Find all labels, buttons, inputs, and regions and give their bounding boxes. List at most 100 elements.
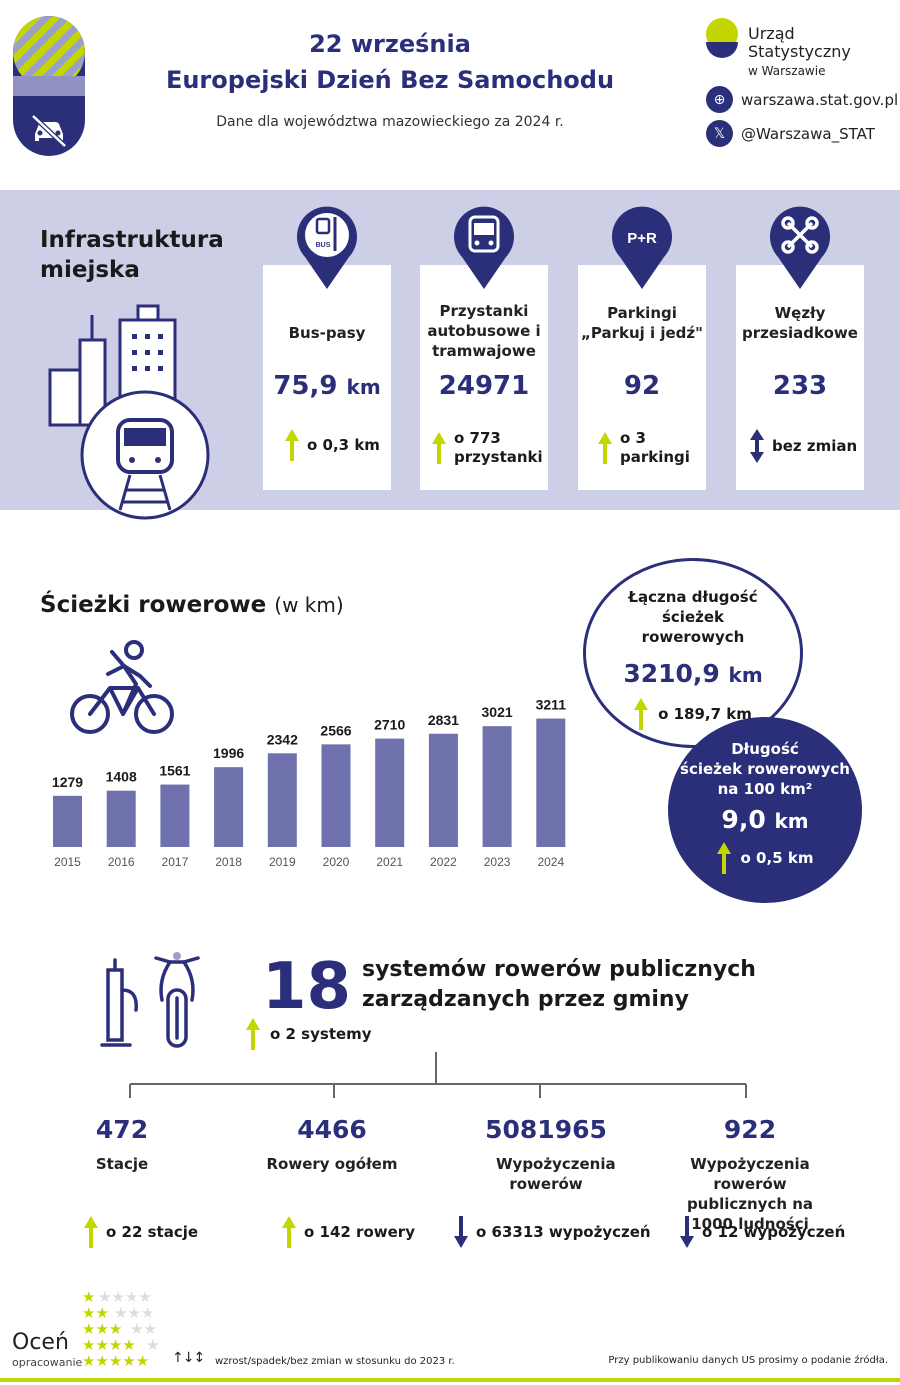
rating-stars-icon[interactable]: ★ ★★★★ ★★ ★★★ ★★★ ★★ ★★★★ ★ ★★★★★	[82, 1288, 164, 1372]
svg-text:★: ★	[146, 1336, 159, 1354]
source-note: Przy publikowaniu danych US prosimy o po…	[608, 1355, 888, 1366]
card-value: 233	[772, 371, 828, 401]
header-date: 22 września	[309, 30, 471, 58]
no-car-icon	[31, 114, 67, 148]
card-stops: Przystanki autobusowe i tramwajowe 24971…	[420, 265, 548, 490]
website-link[interactable]: ⊕ warszawa.stat.gov.pl	[706, 86, 898, 113]
rate-subtitle: opracowanie	[12, 1356, 83, 1369]
svg-text:★★★: ★★★	[114, 1304, 154, 1322]
bus-lane-pin-label: BUS	[316, 242, 331, 249]
stat-rentals: 5081965 Wypożyczenia rowerów	[485, 1115, 616, 1193]
bar-value-label: 2566	[320, 722, 351, 738]
bike-station-icon	[100, 952, 200, 1048]
total-length-circle: Łączna długość ścieżek rowerowych 3210,9…	[583, 558, 803, 748]
x-tick-label: 2023	[484, 855, 511, 869]
bar-value-label: 3211	[536, 697, 567, 713]
stat-bikes: 4466 Rowery ogółem	[266, 1115, 398, 1173]
bar-2018	[214, 767, 244, 847]
bike-title: Ścieżki rowerowe (w km)	[40, 592, 344, 618]
city-train-icon	[48, 304, 210, 520]
cyclist-icon	[70, 640, 174, 734]
hub-icon	[770, 206, 830, 289]
bar-2022	[428, 733, 458, 847]
bar-value-label: 2831	[428, 712, 459, 728]
bar-2021	[375, 738, 405, 847]
park-and-ride-pin-label: P+R	[627, 230, 657, 247]
infra-title: Infrastruktura miejska	[40, 227, 224, 283]
total-length-change: o 189,7 km	[586, 698, 800, 730]
card-label: Parkingi „Parkuj i jedź"	[581, 304, 703, 342]
svg-text:★★★★: ★★★★	[82, 1336, 136, 1354]
card-change: o 0,3 km	[285, 429, 380, 461]
card-value: 92	[623, 371, 661, 401]
public-systems-change: o 2 systemy	[246, 1018, 372, 1050]
x-tick-label: 2017	[162, 855, 189, 869]
svg-text:★★: ★★	[82, 1304, 109, 1322]
stat-rentals-per-1000-change: o 12 wypożyczeń	[680, 1216, 845, 1248]
stat-rentals-per-1000: 922 Wypożyczenia rowerów publicznych na …	[686, 1115, 814, 1233]
card-park-and-ride: Parkingi „Parkuj i jedź" 92 o 3 parkingi	[578, 265, 706, 490]
bar-2023	[482, 726, 512, 847]
page-title: Europejski Dzień Bez Samochodu	[165, 66, 615, 94]
card-bus-lanes: Bus-pasy 75,9 km o 0,3 km	[263, 265, 391, 490]
card-label: Węzły przesiadkowe	[742, 304, 858, 342]
arrow-up-icon	[285, 429, 299, 461]
x-tick-label: 2019	[269, 855, 296, 869]
card-change: o 773 przystanki	[432, 429, 548, 467]
bar-2020	[321, 744, 351, 847]
trend-legend-icon: ↑↓↕	[172, 1350, 205, 1366]
stat-rentals-change: o 63313 wypożyczeń	[454, 1216, 651, 1248]
twitter-link[interactable]: 𝕏 @Warszawa_STAT	[706, 120, 875, 147]
org-line1: Urząd Statystyczny	[748, 24, 851, 61]
org-name: Urząd Statystyczny w Warszawie	[748, 25, 900, 80]
x-tick-label: 2020	[323, 855, 350, 869]
arrow-up-icon	[634, 698, 649, 730]
public-systems-count: 18	[262, 950, 352, 1024]
globe-icon: ⊕	[706, 86, 733, 113]
density-change: o 0,5 km	[668, 842, 862, 874]
footer-line	[0, 1378, 900, 1382]
svg-text:★★: ★★	[130, 1320, 157, 1338]
svg-text:★★★★★: ★★★★★	[82, 1352, 149, 1370]
bar-value-label: 1408	[106, 769, 137, 785]
bar-value-label: 1561	[159, 763, 190, 779]
bar-value-label: 2710	[374, 717, 405, 733]
arrow-up-icon	[282, 1216, 296, 1248]
x-tick-label: 2018	[215, 855, 242, 869]
website-text: warszawa.stat.gov.pl	[741, 90, 899, 109]
public-systems-desc: systemów rowerów publicznych zarządzanyc…	[362, 957, 756, 1012]
x-logo-icon: 𝕏	[706, 120, 733, 147]
bar-value-label: 1279	[52, 774, 83, 790]
rate-title[interactable]: Oceń	[12, 1330, 69, 1355]
x-tick-label: 2024	[537, 855, 564, 869]
card-hubs: Węzły przesiadkowe 233 bez zmian	[736, 265, 864, 490]
x-tick-label: 2015	[54, 855, 81, 869]
card-change: bez zmian	[750, 429, 857, 463]
bar-value-label: 3021	[482, 704, 513, 720]
arrow-up-icon	[598, 432, 612, 464]
x-tick-label: 2022	[430, 855, 457, 869]
park-and-ride-icon: P+R	[612, 206, 672, 289]
arrow-down-icon	[454, 1216, 468, 1248]
card-value: 24971	[438, 371, 530, 401]
total-length-value: 3210,9 km	[623, 659, 763, 688]
us-logo-icon	[706, 18, 738, 58]
density-label: Długość ścieżek rowerowych na 100 km²	[680, 740, 850, 798]
org-line2: w Warszawie	[748, 64, 826, 78]
logo-badge	[13, 16, 85, 156]
arrow-up-icon	[246, 1018, 260, 1050]
x-tick-label: 2021	[376, 855, 403, 869]
card-label: Przystanki autobusowe i tramwajowe	[427, 302, 541, 360]
bus-lane-icon: BUS	[297, 206, 357, 289]
density-value: 9,0 km	[721, 805, 809, 834]
svg-text:★: ★	[82, 1288, 95, 1306]
tree-connector	[129, 1052, 747, 1098]
arrow-up-icon	[716, 842, 731, 874]
x-tick-label: 2016	[108, 855, 135, 869]
bar-2017	[160, 784, 190, 847]
trend-legend: wzrost/spadek/bez zmian w stosunku do 20…	[215, 1356, 455, 1367]
arrow-nochange-icon	[750, 429, 764, 463]
bus-icon	[454, 206, 514, 289]
svg-text:★★★★: ★★★★	[98, 1288, 152, 1306]
arrow-up-icon	[432, 432, 446, 464]
